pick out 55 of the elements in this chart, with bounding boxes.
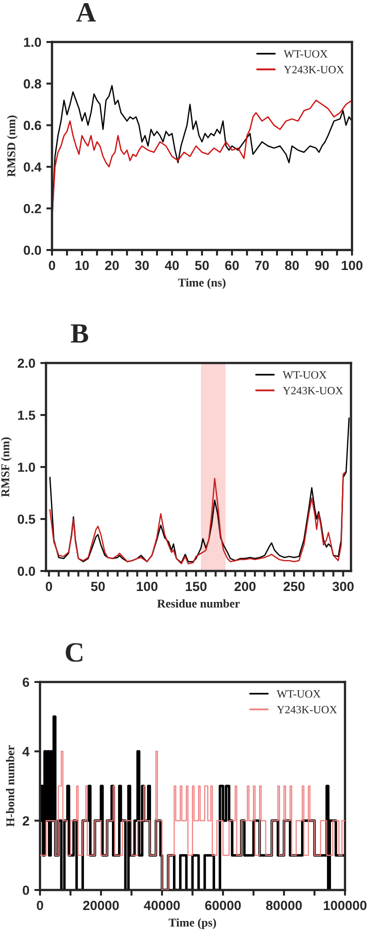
y-tick-label: 4 xyxy=(22,747,30,756)
y-tick-label: 2 xyxy=(22,816,30,826)
x-tick-label: 80000 xyxy=(266,900,302,910)
y-tick-label: 1.0 xyxy=(18,462,36,472)
y-axis-title: RMSF (nm) xyxy=(0,437,12,497)
x-tick-label: 100000 xyxy=(324,900,366,910)
x-axis-title: Time (ns) xyxy=(178,278,226,289)
x-tick-label: 20 xyxy=(105,260,119,270)
y-tick-label: 0 xyxy=(22,886,30,895)
chart-title: A xyxy=(76,3,96,22)
x-tick-label: 200 xyxy=(234,582,256,592)
legend-label: Y243K-UOX xyxy=(284,66,344,74)
x-tick-label: 60 xyxy=(225,260,239,270)
x-tick-label: 60000 xyxy=(205,900,241,910)
legend-label: Y243K-UOX xyxy=(276,706,338,714)
chart-title: B xyxy=(70,324,88,343)
y-tick-label: 1.5 xyxy=(18,410,36,420)
x-tick-label: 30 xyxy=(134,260,149,270)
y-tick-label: 0.8 xyxy=(24,79,42,89)
x-tick-label: 20000 xyxy=(83,900,119,910)
x-tick-label: 0 xyxy=(46,582,52,592)
y-tick-label: 0.0 xyxy=(18,566,36,576)
legend-label: WT-UOX xyxy=(284,50,328,58)
line-series xyxy=(49,472,346,564)
x-tick-label: 50 xyxy=(91,582,105,592)
line-series xyxy=(49,417,350,564)
x-tick-label: 90 xyxy=(315,260,329,270)
x-tick-label: 10 xyxy=(75,260,89,270)
x-tick-label: 70 xyxy=(255,260,269,270)
x-axis-title: Residue number xyxy=(157,599,240,608)
chart-title: C xyxy=(66,643,82,662)
y-tick-label: 1.0 xyxy=(24,38,42,47)
y-tick-label: 0.6 xyxy=(24,120,42,130)
y-tick-label: 0.5 xyxy=(18,514,36,524)
y-tick-label: 0.2 xyxy=(24,204,42,214)
x-axis-title: Time (ps) xyxy=(168,918,216,929)
x-tick-label: 100 xyxy=(136,582,158,592)
x-tick-label: 50 xyxy=(195,260,209,270)
x-tick-label: 40 xyxy=(164,260,179,270)
x-tick-label: 40000 xyxy=(144,900,180,910)
y-axis-title: H-bond number xyxy=(6,745,14,827)
x-tick-label: 100 xyxy=(342,260,362,270)
y-tick-label: 0.4 xyxy=(24,162,42,172)
y-tick-label: 6 xyxy=(22,678,30,687)
x-tick-label: 300 xyxy=(332,582,354,592)
y-tick-label: 0.0 xyxy=(24,246,42,255)
legend-label: WT-UOX xyxy=(276,690,321,698)
x-tick-label: 80 xyxy=(285,260,299,270)
y-axis-title: RMSD (nm) xyxy=(6,116,18,177)
x-tick-label: 250 xyxy=(284,582,305,592)
legend-label: WT-UOX xyxy=(282,371,327,379)
x-tick-label: 150 xyxy=(186,582,207,592)
y-tick-label: 2.0 xyxy=(18,358,36,368)
x-tick-label: 0 xyxy=(48,260,56,270)
legend-label: Y243K-UOX xyxy=(282,386,344,394)
